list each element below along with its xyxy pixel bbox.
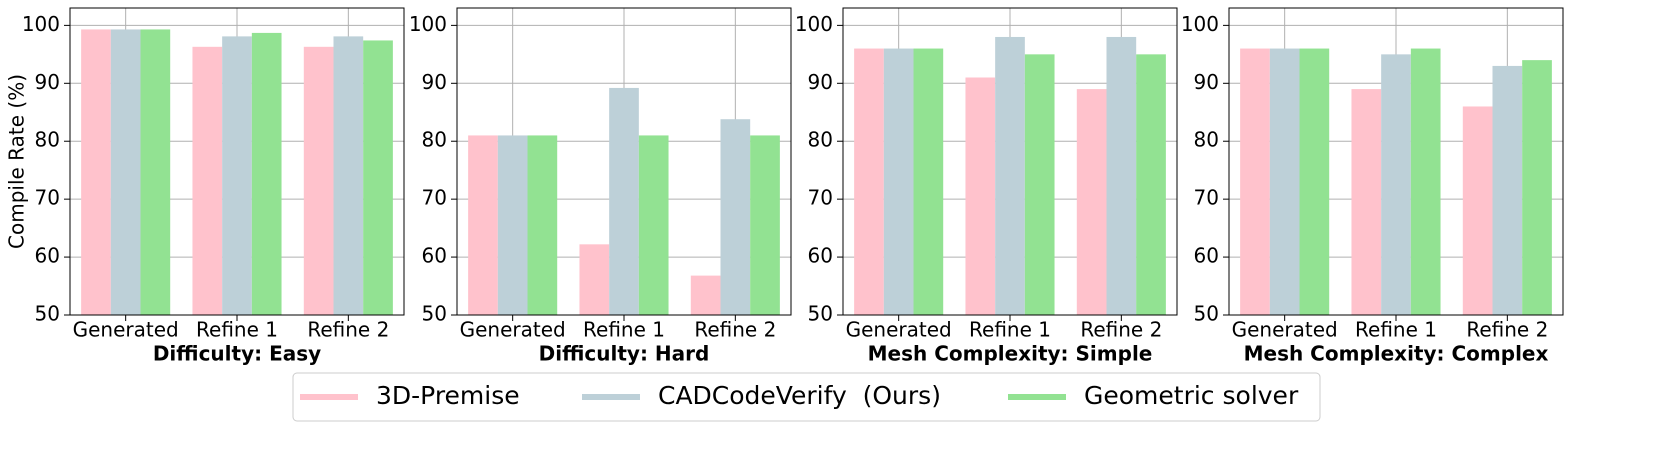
- legend-box: [292, 372, 1321, 422]
- bar: [1106, 36, 1137, 315]
- bar: [883, 48, 914, 315]
- axes-frame: [1228, 7, 1564, 316]
- bar: [638, 135, 669, 315]
- y-tick-label: 100: [409, 12, 447, 36]
- bar: [468, 135, 498, 315]
- bar: [1269, 48, 1300, 315]
- bar: [1240, 48, 1270, 315]
- y-axis-title: Compile Rate (%): [5, 74, 29, 249]
- bar: [1410, 48, 1441, 315]
- x-axis-title: Difficulty: Hard: [539, 342, 710, 366]
- y-tick-label: 60: [808, 244, 833, 268]
- y-tick-label: 70: [808, 186, 833, 210]
- bar: [1076, 89, 1107, 316]
- bar: [303, 46, 334, 315]
- x-tick-label: Refine 1: [583, 318, 665, 342]
- y-tick-label: 60: [422, 244, 447, 268]
- y-tick-label: 50: [1194, 302, 1219, 326]
- y-tick-label: 80: [808, 128, 833, 152]
- y-tick-label: 100: [22, 12, 60, 36]
- bar: [854, 48, 884, 315]
- bar: [965, 77, 996, 316]
- y-tick-label: 50: [35, 302, 60, 326]
- bar: [81, 29, 111, 316]
- bar: [497, 135, 528, 315]
- bar: [1492, 65, 1523, 315]
- x-tick-label: Refine 1: [969, 318, 1051, 342]
- legend-label: Geometric solver: [1084, 381, 1299, 410]
- y-tick-label: 70: [35, 186, 60, 210]
- bar: [609, 87, 639, 315]
- y-tick-label: 80: [422, 128, 447, 152]
- y-tick-label: 70: [422, 186, 447, 210]
- bar: [1351, 89, 1382, 316]
- bar: [251, 32, 282, 316]
- y-tick-label: 60: [35, 244, 60, 268]
- bar: [1299, 48, 1330, 315]
- y-tick-label: 50: [808, 302, 833, 326]
- x-tick-label: Refine 2: [307, 318, 389, 342]
- x-axis-title: Difficulty: Easy: [153, 342, 321, 366]
- x-tick-label: Refine 2: [1466, 318, 1548, 342]
- y-tick-label: 80: [35, 128, 60, 152]
- bar: [222, 36, 252, 315]
- x-tick-label: Refine 1: [1355, 318, 1437, 342]
- bar: [140, 29, 171, 316]
- bar: [1381, 54, 1411, 315]
- bar: [690, 275, 721, 315]
- bar: [192, 46, 223, 315]
- y-tick-label: 90: [35, 70, 60, 94]
- y-tick-label: 60: [1194, 244, 1219, 268]
- bar: [363, 40, 393, 315]
- bar: [1136, 54, 1166, 315]
- axes-frame: [842, 7, 1178, 316]
- bar: [720, 119, 751, 316]
- y-tick-label: 50: [422, 302, 447, 326]
- y-tick-label: 70: [1194, 186, 1219, 210]
- y-tick-label: 100: [795, 12, 833, 36]
- legend-label: CADCodeVerify (Ours): [658, 381, 941, 410]
- axes-frame: [456, 7, 792, 316]
- bar: [579, 244, 610, 315]
- y-tick-label: 90: [422, 70, 447, 94]
- x-tick-label: Generated: [460, 318, 566, 342]
- axes-frame: [69, 7, 405, 316]
- x-tick-label: Generated: [1232, 318, 1338, 342]
- bar: [1024, 54, 1055, 315]
- bar: [913, 48, 944, 315]
- bar: [333, 36, 364, 315]
- x-tick-label: Refine 1: [196, 318, 278, 342]
- bar: [527, 135, 558, 315]
- bar: [750, 135, 780, 315]
- x-axis-title: Mesh Complexity: Complex: [1244, 342, 1549, 366]
- bar: [1522, 60, 1552, 315]
- y-tick-label: 90: [1194, 70, 1219, 94]
- legend-label: 3D-Premise: [376, 381, 520, 410]
- bar: [110, 29, 141, 316]
- y-tick-label: 80: [1194, 128, 1219, 152]
- x-tick-label: Generated: [846, 318, 952, 342]
- x-tick-label: Generated: [73, 318, 179, 342]
- bar: [1462, 106, 1493, 315]
- y-tick-label: 100: [1181, 12, 1219, 36]
- x-tick-label: Refine 2: [1080, 318, 1162, 342]
- x-axis-title: Mesh Complexity: Simple: [868, 342, 1153, 366]
- x-tick-label: Refine 2: [694, 318, 776, 342]
- bar: [995, 36, 1025, 315]
- y-tick-label: 90: [808, 70, 833, 94]
